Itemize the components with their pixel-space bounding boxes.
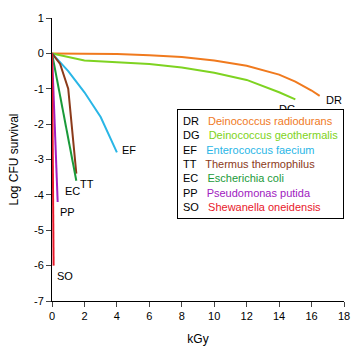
svg-text:PP: PP: [60, 206, 75, 218]
svg-text:18: 18: [338, 310, 350, 322]
svg-text:8: 8: [179, 310, 185, 322]
svg-text:0: 0: [38, 47, 44, 59]
svg-text:-1: -1: [34, 83, 44, 95]
svg-text:12: 12: [241, 310, 253, 322]
svg-text:-5: -5: [34, 224, 44, 236]
svg-text:kGy: kGy: [187, 332, 208, 346]
svg-text:-4: -4: [34, 189, 44, 201]
svg-text:-2: -2: [34, 118, 44, 130]
svg-text:6: 6: [146, 310, 152, 322]
svg-text:DR: DR: [326, 94, 342, 106]
svg-text:EC: EC: [65, 185, 80, 197]
svg-text:DR Deinococcus radioduransDG: DR Deinococcus radioduransDG Deinococcus…: [183, 115, 338, 213]
svg-text:0: 0: [49, 310, 55, 322]
svg-text:EF: EF: [122, 144, 136, 156]
svg-text:-3: -3: [34, 153, 44, 165]
svg-text:-7: -7: [34, 295, 44, 307]
svg-text:2: 2: [81, 310, 87, 322]
svg-text:14: 14: [273, 310, 285, 322]
svg-text:SO: SO: [57, 270, 73, 282]
svg-text:4: 4: [114, 310, 120, 322]
svg-text:16: 16: [305, 310, 317, 322]
svg-text:Log CFU survival: Log CFU survival: [7, 113, 21, 205]
svg-text:DG: DG: [279, 103, 296, 115]
svg-text:-6: -6: [34, 259, 44, 271]
svg-text:1: 1: [38, 12, 44, 24]
svg-text:TT: TT: [80, 178, 94, 190]
svg-text:10: 10: [208, 310, 220, 322]
